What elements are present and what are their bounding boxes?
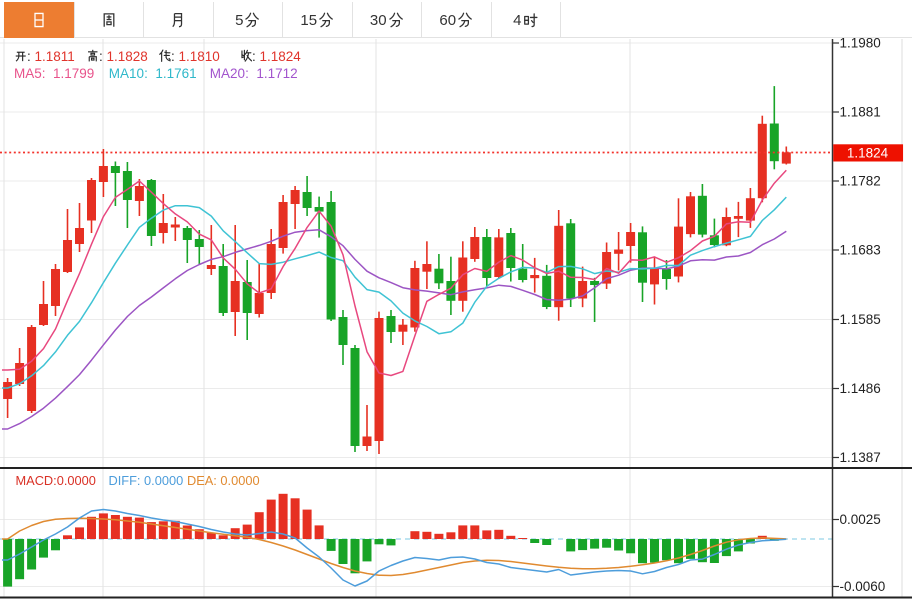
svg-text:1.1782: 1.1782 [840,174,881,189]
svg-text:1.1683: 1.1683 [840,243,881,258]
svg-text:-0.0060: -0.0060 [840,579,886,594]
svg-text:1.1824: 1.1824 [847,145,889,160]
svg-text:0.0025: 0.0025 [840,512,881,527]
svg-text:1.1387: 1.1387 [840,450,881,465]
svg-text:1.1881: 1.1881 [840,105,881,120]
svg-text:1.1486: 1.1486 [840,381,881,396]
svg-text:1.1980: 1.1980 [840,36,881,51]
svg-text:1.1585: 1.1585 [840,312,881,327]
